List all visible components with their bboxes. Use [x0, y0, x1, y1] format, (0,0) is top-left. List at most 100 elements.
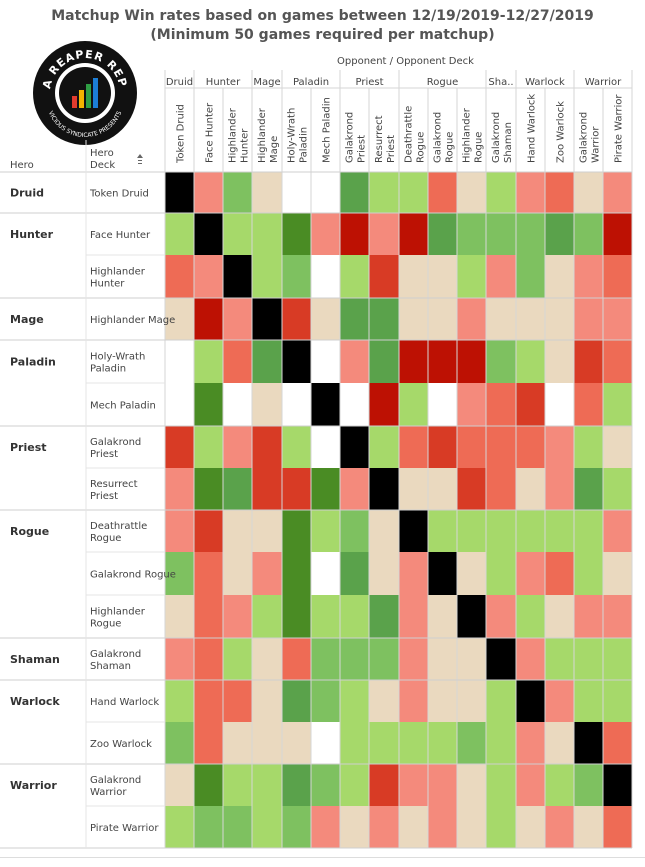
heatmap-cell	[428, 595, 457, 638]
heatmap-cell	[457, 255, 486, 298]
opponent-deck-label: HighlanderHunter	[228, 107, 251, 163]
heatmap-cell	[252, 806, 282, 848]
heatmap-cell	[223, 680, 252, 722]
heatmap-cell	[457, 426, 486, 468]
heatmap-cell	[311, 340, 340, 383]
heatmap-cell	[457, 722, 486, 764]
heatmap-cell	[311, 806, 340, 848]
heatmap-cell	[194, 510, 223, 552]
heatmap-cell	[165, 383, 194, 426]
heatmap-cell	[428, 426, 457, 468]
heatmap-cell	[252, 255, 282, 298]
heatmap-cell	[194, 213, 223, 255]
heatmap-cell	[574, 340, 603, 383]
heatmap-cell	[486, 172, 516, 213]
opponent-deck-label: DeathrattleRogue	[404, 106, 427, 163]
heatmap-cell	[545, 722, 574, 764]
heatmap-cell	[165, 213, 194, 255]
hero-deck-label: Galakrond Priest	[90, 437, 141, 460]
opponent-deck-label: HighlanderMage	[257, 107, 280, 163]
heatmap-cell	[340, 383, 369, 426]
opponent-axis-caption: Opponent / Opponent Deck	[337, 56, 474, 67]
heatmap-cell	[457, 213, 486, 255]
heatmap-cell	[369, 638, 399, 680]
heatmap-cell	[282, 806, 311, 848]
heatmap-cell	[282, 722, 311, 764]
heatmap-cell	[399, 383, 428, 426]
hero-label: Hunter	[10, 228, 54, 241]
heatmap-cell	[545, 595, 574, 638]
heatmap-cell	[399, 552, 428, 595]
heatmap-cell	[399, 172, 428, 213]
heatmap-cell	[340, 764, 369, 806]
heatmap-cell	[252, 552, 282, 595]
heatmap-cell	[311, 680, 340, 722]
opponent-group-label: Warlock	[525, 77, 565, 88]
heatmap-cell	[428, 340, 457, 383]
heatmap-cell	[399, 213, 428, 255]
heatmap-cell	[574, 680, 603, 722]
heatmap-cell	[603, 638, 632, 680]
heatmap-cell	[311, 764, 340, 806]
heatmap-cell	[369, 383, 399, 426]
row-header-deck: Hero Deck	[90, 148, 115, 171]
heatmap-cell	[428, 468, 457, 510]
heatmap-cell	[311, 255, 340, 298]
heatmap-cell	[516, 595, 545, 638]
heatmap-cell	[603, 510, 632, 552]
opponent-deck-label: Hand Warlock	[527, 94, 538, 163]
heatmap-cell	[457, 340, 486, 383]
heatmap-cell	[428, 298, 457, 340]
heatmap-cell	[369, 340, 399, 383]
heatmap-cell	[282, 213, 311, 255]
heatmap-cell	[165, 722, 194, 764]
heatmap-cell	[223, 552, 252, 595]
heatmap-cell	[340, 806, 369, 848]
heatmap-cell	[486, 680, 516, 722]
heatmap-cell	[165, 638, 194, 680]
sort-ascending-icon	[137, 154, 143, 164]
heatmap-cell	[282, 255, 311, 298]
heatmap-cell	[311, 468, 340, 510]
heatmap-cell	[223, 340, 252, 383]
heatmap-cell	[369, 806, 399, 848]
hero-label: Paladin	[10, 356, 56, 369]
heatmap-cell	[282, 298, 311, 340]
heatmap-cell	[340, 680, 369, 722]
heatmap-cell	[282, 764, 311, 806]
hero-deck-label: Galakrond Shaman	[90, 649, 141, 672]
heatmap-cell	[194, 426, 223, 468]
heatmap-cell	[311, 552, 340, 595]
chart-subtitle: (Minimum 50 games required per matchup)	[150, 27, 495, 43]
heatmap-cell	[223, 383, 252, 426]
opponent-deck-label: GalakrondPriest	[345, 112, 368, 163]
heatmap-cell	[282, 552, 311, 595]
heatmap-cell	[252, 298, 282, 340]
heatmap-cell	[194, 722, 223, 764]
heatmap-cell	[545, 213, 574, 255]
heatmap-cell	[223, 172, 252, 213]
heatmap-cell	[399, 764, 428, 806]
heatmap-cell	[574, 383, 603, 426]
heatmap-cell	[486, 722, 516, 764]
heatmap-cell	[603, 722, 632, 764]
heatmap-cell	[223, 298, 252, 340]
hero-label: Druid	[10, 187, 44, 200]
heatmap-cell	[165, 680, 194, 722]
heatmap-cell	[369, 298, 399, 340]
heatmap-cell	[399, 638, 428, 680]
heatmap-cell	[457, 680, 486, 722]
heatmap-cell	[574, 722, 603, 764]
heatmap-cell	[369, 213, 399, 255]
heatmap-cell	[457, 552, 486, 595]
heatmap-cell	[311, 510, 340, 552]
heatmap-cell	[369, 255, 399, 298]
heatmap-cell	[574, 255, 603, 298]
heatmap-cell	[545, 426, 574, 468]
heatmap-cell	[165, 552, 194, 595]
heatmap-cell	[486, 764, 516, 806]
heatmap-cell	[457, 172, 486, 213]
opponent-deck-label: GalakrondShaman	[491, 112, 514, 163]
heatmap-cell	[516, 213, 545, 255]
